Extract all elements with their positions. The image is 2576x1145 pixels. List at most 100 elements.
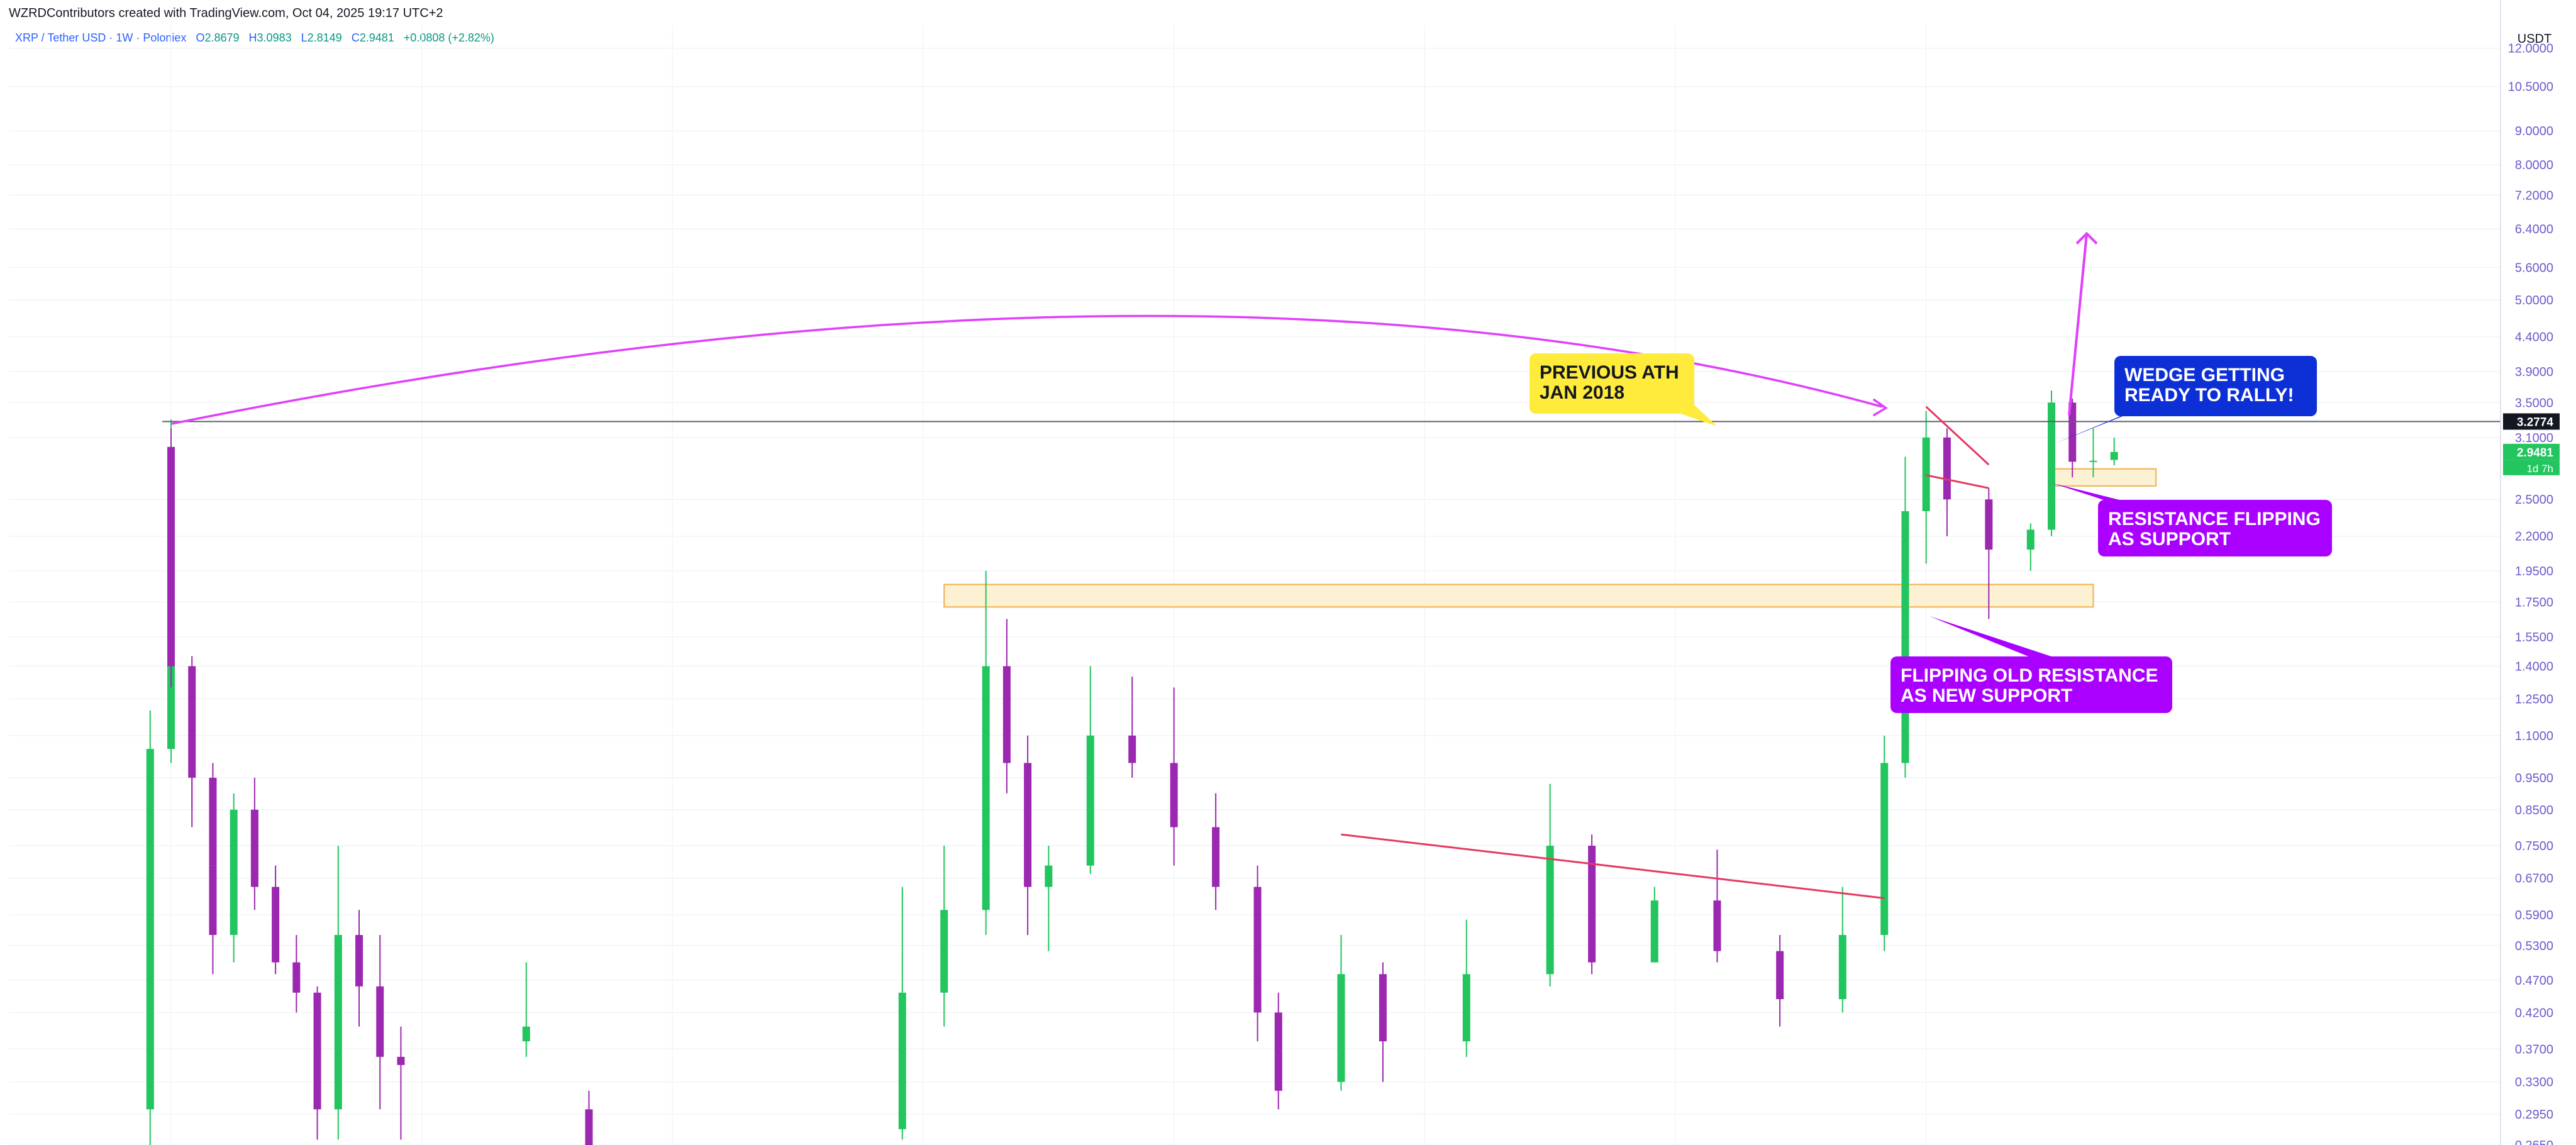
candle-down [1128,735,1136,763]
candle-down [1002,666,1011,763]
axis-tick-label: 3.5000 [2515,396,2553,410]
high-value: 3.0983 [257,31,292,44]
candlestick-series [146,390,2118,1145]
rally-arrow [2068,233,2088,416]
old-resistance-callout-line: FLIPPING OLD RESISTANCE [1901,665,2158,686]
candle-up [940,910,948,993]
previous-ath-callout-line: JAN 2018 [1540,382,1624,403]
resistance-flip-callout-pointer [2051,483,2132,503]
open-value: 2.8679 [204,31,240,44]
axis-tick-label: 0.3700 [2515,1043,2553,1056]
axis-tick-label: 0.7500 [2515,839,2553,853]
axis-tick-label: 2.5000 [2515,493,2553,507]
candle-down [1588,846,1596,963]
arc-arrowhead [1872,398,1888,417]
support-zone [943,584,2094,608]
candle-down [1776,951,1784,1000]
trendline [1926,474,1989,489]
candle-down [188,763,196,778]
candle-down [1024,763,1032,887]
axis-tick-label: 0.6700 [2515,872,2553,886]
candle-down [167,550,175,667]
support-zones [943,468,2157,608]
axis-tick-label: 0.2650 [2515,1139,2553,1145]
candle-down [585,1109,593,1145]
axis-tick-label: 0.8500 [2515,804,2553,817]
candle-down [1212,827,1220,887]
old-resistance-callout [1890,656,2172,713]
axis-tick-label: 12.0000 [2508,42,2553,56]
candle-up [1838,934,1846,1000]
ath-price-badge-text: 3.2774 [2517,416,2554,429]
candle-down [1985,499,1993,550]
candle-down [272,887,280,963]
candle-down [250,809,258,887]
chart-creator-line: WZRDContributors created with TradingVie… [9,6,443,20]
candle-up [1880,763,1889,935]
trendline [1341,833,1885,899]
candle-up [230,809,238,935]
change-value: +0.0808 (+2.82%) [403,31,494,44]
candle-down [292,962,301,993]
candle-down [167,446,175,550]
candle-down [2068,402,2077,462]
current-price-badge-text: 2.9481 [2517,446,2554,460]
symbol-label[interactable]: XRP / Tether USD · 1W · Poloniex [15,31,187,44]
close-value: 2.9481 [359,31,394,44]
current-price-badge-timer-text: 1d 7h [2526,463,2553,475]
high-key: H [248,31,257,44]
current-price-badge [2503,443,2560,460]
axis-tick-label: 0.2950 [2515,1108,2553,1122]
candle-up [2110,451,2118,460]
candle-up [146,749,154,1013]
candle-up [334,934,342,1110]
wedge-callout-line: READY TO RALLY! [2124,385,2294,406]
current-price-badge-timer [2503,460,2560,475]
resistance-flip-callout-line: AS SUPPORT [2108,529,2231,550]
candle-down [1170,763,1178,827]
axis-tick-label: 1.4000 [2515,660,2553,674]
axis-tick-label: 3.9000 [2515,365,2553,379]
axis-tick-label: 0.4200 [2515,1006,2553,1020]
axis-tick-label: 4.4000 [2515,331,2553,345]
ath-price-badge [2503,413,2560,430]
axis-tick-label: 0.9500 [2515,772,2553,785]
rally-arrowhead [2075,231,2098,245]
candle-up [898,992,906,1129]
axis-currency-label: USDT [2518,32,2551,46]
candle-up [522,1026,530,1042]
axis-tick-label: 9.0000 [2515,124,2553,138]
axis-tick-label: 7.2000 [2515,189,2553,202]
candle-down [1274,1012,1282,1091]
candle-up [1045,865,1053,887]
support-zone [2051,468,2157,487]
axis-tick-label: 10.5000 [2508,80,2553,94]
candle-up [1462,974,1470,1042]
wedge-callout-line: WEDGE GETTING [2124,365,2285,385]
axis-tick-label: 1.1000 [2515,729,2553,743]
candle-down [1713,900,1721,951]
resistance-flip-callout [2098,500,2332,556]
candle-up [1546,846,1554,975]
candle-up [982,666,990,910]
candle-up [1086,735,1094,866]
candle-up [2089,460,2097,462]
candle-up [1650,900,1658,963]
axis-tick-label: 1.9500 [2515,565,2553,578]
axis-tick-label: 0.5900 [2515,909,2553,922]
candle-down [209,777,217,866]
axis-tick-label: 5.6000 [2515,261,2553,275]
old-resistance-callout-pointer [1929,616,2063,660]
axis-tick-label: 0.3300 [2515,1076,2553,1090]
candle-down [376,986,384,1057]
candle-down [1943,437,1951,500]
resistance-flip-callout-line: RESISTANCE FLIPPING [2108,509,2321,529]
candle-down [1379,974,1387,1042]
candle-up [1337,974,1345,1082]
candle-up [2026,529,2035,550]
chart-grid [9,25,2501,1145]
low-value: 2.8149 [307,31,342,44]
